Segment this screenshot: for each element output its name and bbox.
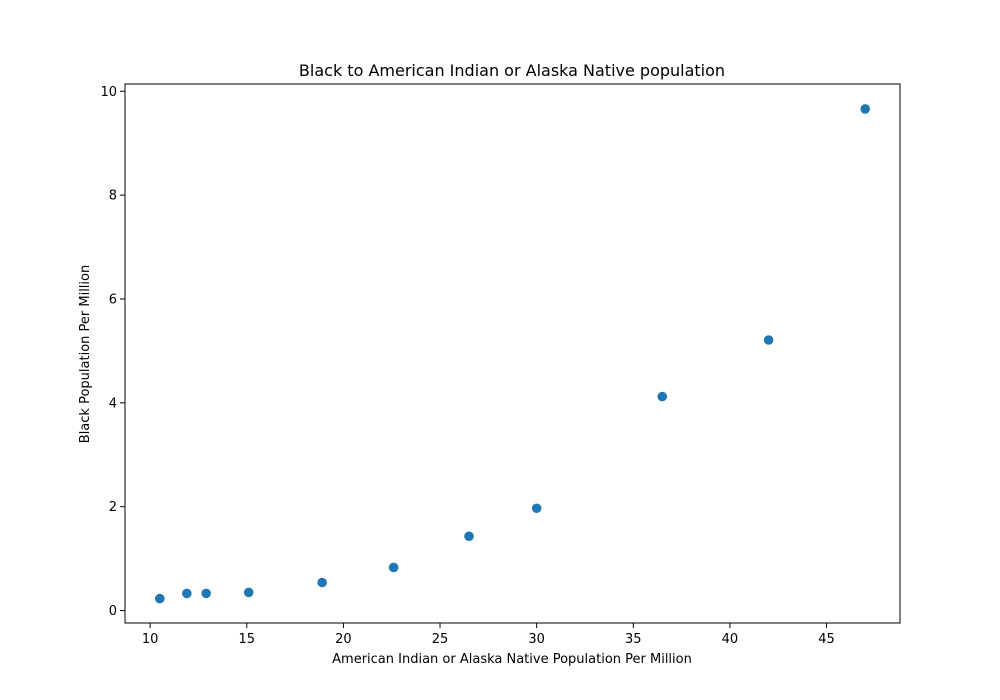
y-tick-label: 0 bbox=[109, 604, 117, 619]
y-axis: 0 2 4 6 8 10 bbox=[100, 85, 125, 619]
scatter-point bbox=[201, 588, 211, 599]
scatter-point bbox=[317, 577, 327, 588]
y-tick-label: 6 bbox=[109, 292, 117, 307]
x-tick-label: 15 bbox=[238, 632, 255, 647]
scatter-point bbox=[154, 593, 165, 604]
y-tick-label: 2 bbox=[109, 500, 117, 515]
scatter-point bbox=[531, 503, 542, 514]
x-tick-label: 25 bbox=[432, 632, 449, 647]
y-axis-label: Black Population Per Million bbox=[78, 265, 93, 443]
scatter-point bbox=[763, 335, 774, 345]
x-tick-label: 30 bbox=[528, 632, 545, 647]
chart-title: Black to American Indian or Alaska Nativ… bbox=[299, 61, 725, 80]
scatter-point bbox=[182, 588, 192, 599]
y-tick-label: 8 bbox=[109, 189, 117, 204]
x-tick-label: 20 bbox=[335, 632, 352, 647]
scatter-point bbox=[860, 104, 871, 114]
x-tick-label: 10 bbox=[142, 632, 159, 647]
y-tick-label: 10 bbox=[100, 85, 117, 100]
plot-frame bbox=[124, 83, 901, 624]
x-tick-label: 35 bbox=[625, 632, 642, 647]
data-points bbox=[154, 104, 871, 604]
plot-area bbox=[124, 83, 901, 624]
scatter-point bbox=[464, 531, 474, 542]
scatter-point bbox=[657, 391, 668, 402]
x-tick-label: 40 bbox=[722, 632, 739, 647]
scatter-point bbox=[388, 562, 399, 573]
y-tick-label: 4 bbox=[109, 396, 117, 411]
x-axis: 10 15 20 25 30 35 40 45 bbox=[142, 623, 835, 647]
x-tick-label: 45 bbox=[818, 632, 835, 647]
x-axis-label: American Indian or Alaska Native Populat… bbox=[332, 652, 692, 667]
scatter-point bbox=[243, 587, 254, 598]
